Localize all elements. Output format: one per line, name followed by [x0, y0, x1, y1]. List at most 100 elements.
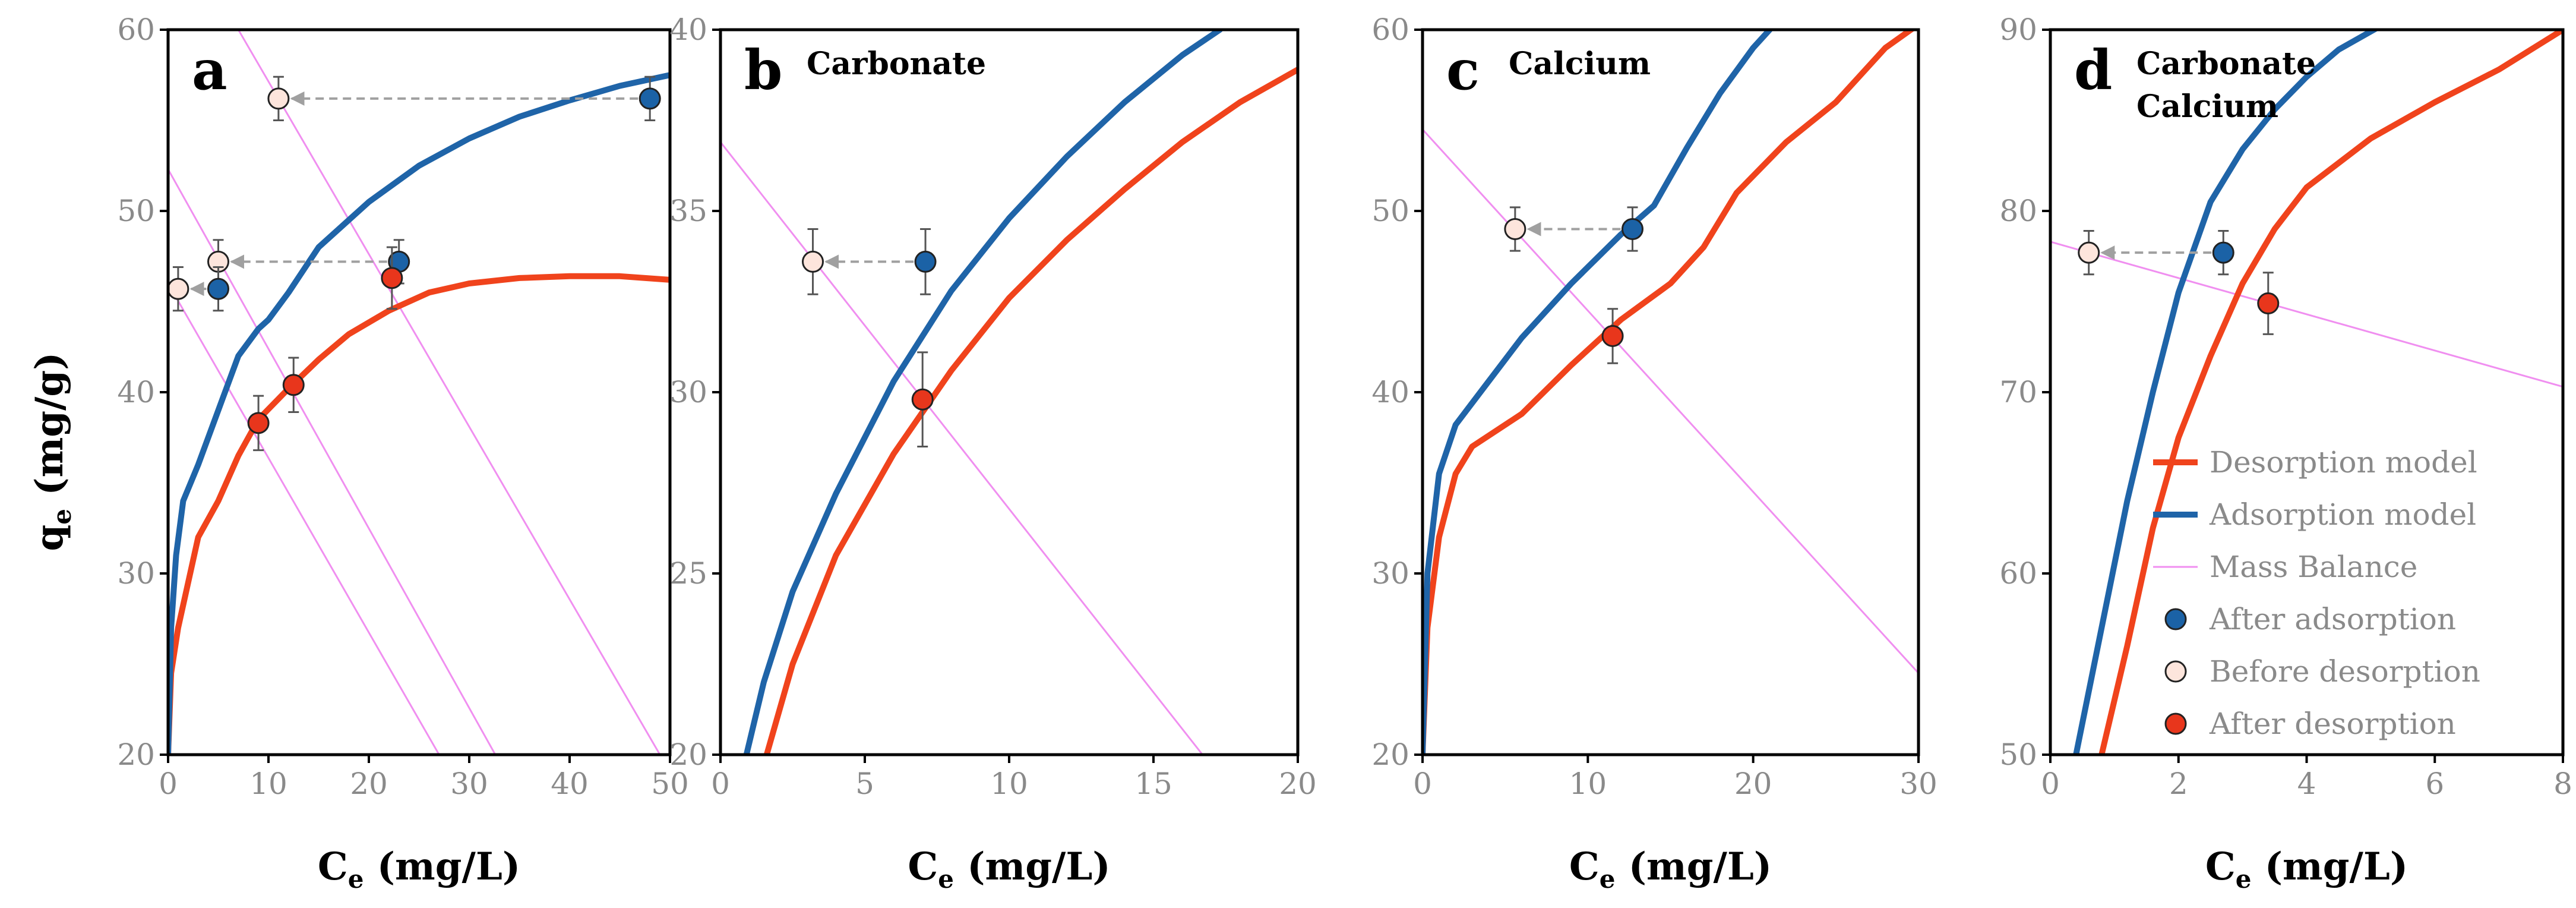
- x-tick-label: 50: [651, 767, 689, 801]
- x-axis-title-unit: (mg/L): [954, 844, 1111, 889]
- y-tick-label: 40: [669, 12, 707, 47]
- after-desorption-point: [282, 374, 305, 396]
- x-axis-title: Ce (mg/L): [1569, 844, 1772, 894]
- legend-label: After adsorption: [2209, 602, 2456, 636]
- after-desorption-point: [247, 412, 270, 434]
- y-tick-label: 35: [669, 194, 707, 228]
- x-tick-label: 20: [1279, 767, 1317, 801]
- after-adsorption-point: [207, 278, 229, 300]
- y-axis-title-main: q: [27, 525, 72, 551]
- y-tick-label: 25: [669, 556, 707, 591]
- adsorption-model-curve: [743, 30, 1223, 755]
- x-tick-label: 0: [159, 767, 178, 801]
- panel-d: 0 2 4 6 8 50 60 70 80 90 Ce (mg/L) d Carbonate Calciu…: [1999, 12, 2572, 894]
- x-axis-title-sub: e: [938, 865, 954, 894]
- desorption-model-curve: [2098, 30, 2563, 755]
- x-tick-label: 15: [1134, 767, 1172, 801]
- x-axis-title-sub: e: [2236, 865, 2252, 894]
- legend-label: Before desorption: [2210, 654, 2480, 689]
- x-tick-label: 8: [2553, 767, 2572, 801]
- y-tick-label: 30: [1371, 556, 1409, 591]
- x-tick-label: 6: [2425, 767, 2444, 801]
- legend-label: After desorption: [2209, 707, 2456, 741]
- after-adsorption-point: [1621, 218, 1643, 240]
- after-desorption-point: [2257, 292, 2280, 315]
- legend-swatch-marker: [2164, 608, 2187, 630]
- after-desorption-point: [1601, 324, 1624, 347]
- x-axis-title-unit: (mg/L): [2251, 844, 2408, 889]
- panel-letter: c: [1446, 38, 1480, 102]
- x-axis-title-unit: (mg/L): [1615, 844, 1772, 889]
- x-axis-title-sub: e: [1600, 865, 1616, 894]
- x-tick-label: 10: [1569, 767, 1607, 801]
- x-axis-title-main: C: [2205, 844, 2236, 889]
- x-tick-label: 10: [249, 767, 287, 801]
- panel-subtitle: Calcium: [2136, 89, 2278, 125]
- y-tick-label: 20: [1371, 737, 1409, 772]
- panel-subtitle: Carbonate: [807, 46, 986, 82]
- x-tick-label: 2: [2169, 767, 2188, 801]
- x-axis-title: Ce (mg/L): [908, 844, 1110, 894]
- after-desorption-point: [381, 267, 403, 289]
- y-tick-label: 90: [1999, 12, 2037, 47]
- plot-area: [168, 30, 670, 755]
- y-tick-label: 40: [117, 375, 155, 409]
- before-desorption-point: [167, 278, 189, 300]
- plot-frame: [719, 28, 1300, 756]
- x-tick-label: 20: [350, 767, 388, 801]
- panel-letter: a: [192, 38, 227, 102]
- x-axis-title: Ce (mg/L): [318, 844, 520, 894]
- desorption-model-curve: [1423, 30, 1916, 755]
- x-tick-label: 10: [990, 767, 1028, 801]
- panel-subtitle: Calcium: [1509, 46, 1651, 82]
- plot-frame: [1421, 28, 1920, 756]
- legend-label: Mass Balance: [2210, 550, 2417, 584]
- before-desorption-point: [2078, 241, 2100, 264]
- mass-balance-line: [1423, 128, 1918, 674]
- x-tick-label: 4: [2297, 767, 2316, 801]
- y-tick-label: 60: [1999, 556, 2037, 591]
- before-desorption-point: [1504, 218, 1526, 240]
- before-desorption-point: [267, 87, 290, 110]
- y-tick-label: 50: [1999, 737, 2037, 772]
- panel-letter: d: [2074, 38, 2112, 102]
- y-axis-title: qe (mg/g): [27, 352, 77, 551]
- x-axis-title-main: C: [318, 844, 348, 889]
- y-axis-title-unit: (mg/g): [27, 352, 72, 509]
- legend: Desorption model Adsorption model Mass Bal…: [2153, 445, 2480, 741]
- plot-frame: [166, 28, 672, 756]
- x-tick-label: 5: [855, 767, 874, 801]
- legend-label: Adsorption model: [2209, 497, 2476, 532]
- x-tick-label: 0: [711, 767, 730, 801]
- adsorption-model-curve: [1423, 30, 1773, 755]
- y-tick-label: 40: [1371, 375, 1409, 409]
- mass-balance-line: [2050, 241, 2563, 388]
- plot-area: [2050, 30, 2563, 755]
- y-tick-label: 70: [1999, 375, 2037, 409]
- mass-balance-line: [238, 30, 661, 755]
- after-adsorption-point: [2212, 241, 2234, 264]
- x-tick-label: 0: [2041, 767, 2060, 801]
- y-axis-title-sub: e: [48, 509, 77, 525]
- plot-area: [720, 30, 1298, 755]
- y-tick-label: 60: [1371, 12, 1409, 47]
- after-adsorption-point: [914, 250, 937, 273]
- x-axis-title-sub: e: [348, 865, 364, 894]
- panel-b: 0 5 10 15 20 20 25 30 35 40 Ce (mg/L) b Carbonate: [669, 12, 1316, 894]
- y-tick-label: 50: [1371, 194, 1409, 228]
- x-tick-label: 20: [1734, 767, 1772, 801]
- mass-balance-line: [720, 141, 1203, 755]
- y-tick-label: 60: [117, 12, 155, 47]
- desorption-model-curve: [168, 273, 670, 755]
- y-tick-label: 20: [117, 737, 155, 772]
- desorption-model-curve: [763, 67, 1298, 755]
- y-tick-label: 30: [669, 375, 707, 409]
- y-tick-label: 50: [117, 194, 155, 228]
- legend-swatch-marker: [2164, 712, 2187, 735]
- legend-label: Desorption model: [2210, 445, 2477, 480]
- adsorption-model-curve: [2073, 30, 2380, 755]
- y-tick-label: 20: [669, 737, 707, 772]
- adsorption-model-curve: [168, 72, 670, 755]
- x-axis-title: Ce (mg/L): [2205, 844, 2408, 894]
